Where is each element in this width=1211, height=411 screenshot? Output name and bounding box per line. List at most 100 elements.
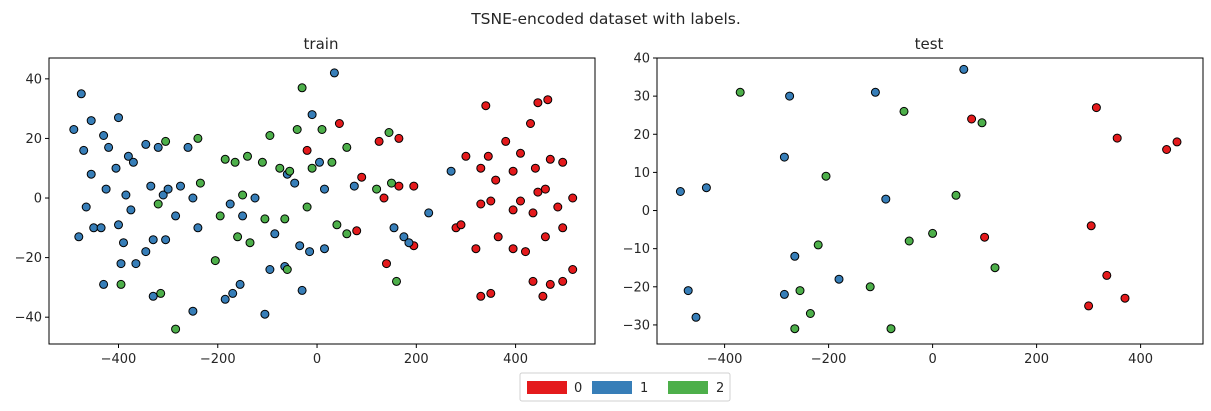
train-point-class-0-37 [486,288,496,298]
train-point-class-0-30 [558,223,568,233]
train-point-class-0-26 [508,244,518,254]
train-point-class-1-48 [290,178,300,188]
train-point-class-1-44 [238,211,248,221]
test-x-tick-label: −400 [707,352,743,367]
train-point-class-2-28 [116,279,126,289]
test-point-class-0-0 [967,114,977,124]
train-point-class-2-16 [238,190,248,200]
train-point-class-1-18 [141,139,151,149]
train-x-tick-label: 200 [404,352,429,367]
train-point-class-2-27 [282,265,292,274]
train-point-class-0-16 [568,193,578,203]
train-point-class-2-26 [210,256,220,266]
test-plot-area: −400 −200 0 200 400 −30 −20 −10 0 10 20 30 40 [623,52,1204,367]
train-point-class-1-10 [128,157,138,167]
train-point-class-1-25 [183,142,193,152]
train-point-class-1-11 [121,190,131,200]
train-point-class-2-1 [193,133,203,143]
train-point-class-1-54 [307,110,317,120]
train-point-class-0-25 [471,244,481,254]
train-axes-frame [48,57,596,345]
legend: 0 1 2 [519,372,731,402]
train-point-class-2-13 [285,166,295,176]
test-point-class-1-2 [870,87,880,97]
train-point-class-0-27 [493,232,503,242]
train-point-class-0-9 [558,157,568,167]
test-point-class-2-3 [821,171,831,181]
test-point-class-2-7 [813,240,823,250]
train-point-class-1-45 [225,199,235,209]
test-x-tick-label: 200 [1024,352,1049,367]
train-point-class-0-11 [530,163,540,173]
train-point-class-2-12 [275,163,285,173]
train-x-tick-label: 0 [313,352,321,367]
train-point-class-1-20 [146,181,156,191]
legend-label-2: 2 [716,381,724,396]
test-point-class-1-5 [675,187,685,196]
train-point-class-2-22 [332,220,342,230]
test-point-class-2-4 [951,190,961,200]
train-point-class-2-10 [243,151,252,161]
train-point-class-2-15 [195,178,205,188]
test-subplot: test −400 −200 0 200 400 −30 −20 −10 0 10 20 30 40 [623,35,1204,367]
train-point-class-0-41 [394,133,404,143]
train-point-class-2-11 [257,157,267,167]
test-point-class-1-0 [959,64,969,74]
train-point-class-0-46 [352,226,362,236]
legend-label-0: 0 [574,381,582,396]
train-point-class-0-45 [379,193,389,203]
legend-label-1: 1 [640,381,648,396]
test-subplot-title: test [915,35,944,53]
train-point-class-1-5 [79,145,89,155]
train-point-class-0-40 [374,136,384,146]
train-point-class-0-4 [501,136,511,146]
train-point-class-2-2 [265,131,275,140]
train-point-class-0-24 [456,220,466,230]
test-point-class-1-8 [834,274,844,284]
train-point-class-1-52 [320,244,329,254]
test-point-class-1-9 [683,286,693,296]
train-point-class-0-15 [533,187,543,197]
test-point-class-1-6 [701,183,711,193]
legend-swatch-2 [668,381,708,394]
train-point-class-2-23 [342,229,352,239]
train-x-tick-label: −200 [200,352,236,367]
train-point-class-0-14 [540,184,550,194]
train-point-class-1-17 [126,205,136,215]
train-point-class-1-62 [446,166,456,176]
train-point-class-2-8 [220,154,230,164]
train-point-class-1-30 [141,247,151,257]
train-y-tick-label: −40 [15,311,42,326]
train-point-class-0-39 [302,145,312,155]
figure-suptitle: TSNE-encoded dataset with labels. [470,10,741,28]
train-point-class-1-42 [265,265,275,274]
train-point-class-1-24 [171,211,181,221]
test-point-class-0-9 [1084,301,1094,311]
test-point-class-1-4 [881,194,891,204]
train-point-class-1-13 [81,202,91,212]
train-point-class-1-2 [86,116,96,126]
train-point-class-0-48 [382,259,391,269]
train-point-class-1-32 [116,259,126,269]
train-point-class-1-35 [99,279,109,289]
train-point-class-1-8 [123,151,133,161]
train-point-class-2-18 [215,211,225,221]
train-point-class-2-9 [230,157,240,167]
train-point-class-2-5 [317,125,327,134]
train-point-class-1-53 [320,184,329,194]
train-point-class-1-0 [76,89,86,99]
train-point-class-0-21 [553,202,563,212]
test-point-class-0-7 [1102,270,1112,280]
test-point-class-2-11 [805,309,815,318]
train-point-class-2-6 [342,142,352,152]
test-point-class-2-12 [790,324,800,334]
train-point-class-0-38 [334,119,344,128]
train-point-class-0-8 [545,154,555,164]
train-point-class-2-3 [297,83,307,93]
train-point-class-0-31 [568,265,578,274]
train-point-class-1-23 [176,181,185,191]
train-point-class-0-29 [540,232,550,242]
train-point-class-2-30 [171,324,181,334]
train-point-class-1-26 [188,193,198,203]
